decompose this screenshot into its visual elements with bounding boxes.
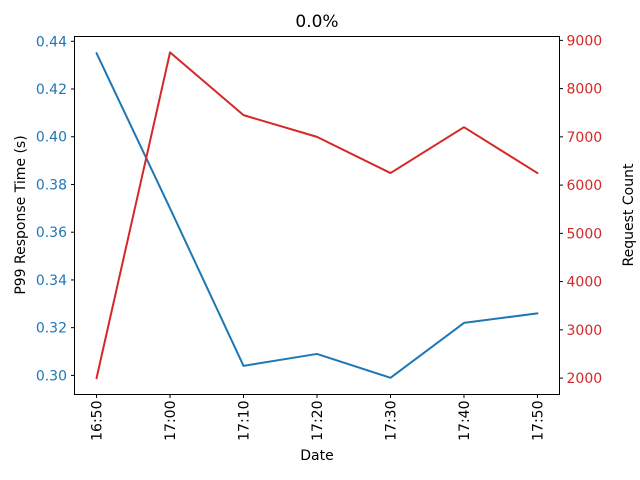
left-axis-tick-label: 0.44 (36, 34, 67, 50)
left-axis-tick-label: 0.30 (36, 368, 67, 384)
request-count-line (95, 51, 539, 380)
right-axis-tick-label: 9000 (567, 33, 603, 49)
x-axis-tick-label: 17:40 (457, 401, 473, 441)
left-axis-tick-label: 0.34 (36, 273, 67, 289)
x-axis-tick-label: 17:20 (310, 401, 326, 441)
x-axis-tick-label: 17:30 (383, 401, 399, 441)
right-axis-tick-label: 4000 (567, 275, 603, 291)
right-axis-tick-label: 5000 (567, 226, 603, 242)
left-axis-tick-label: 0.36 (36, 225, 67, 241)
right-y-axis-label: Request Count (621, 163, 637, 267)
x-axis-label: Date (300, 448, 334, 464)
right-axis-tick-label: 3000 (567, 323, 603, 339)
p99-response-time-s-line (95, 52, 539, 379)
left-axis-tick-label: 0.40 (36, 130, 67, 146)
right-axis-tick-label: 6000 (567, 178, 603, 194)
chart-title: 0.0% (295, 12, 339, 32)
right-axis-tick-label: 2000 (567, 371, 603, 387)
x-axis-tick-label: 17:00 (163, 401, 179, 441)
left-axis-tick-label: 0.42 (36, 82, 67, 98)
x-axis-tick-label: 17:50 (530, 401, 546, 441)
left-axis-tick-label: 0.38 (36, 177, 67, 193)
left-axis-tick-label: 0.32 (36, 321, 67, 337)
plot-border (74, 36, 560, 395)
right-axis-tick-label: 7000 (567, 130, 603, 146)
left-y-axis-label: P99 Response Time (s) (13, 135, 29, 295)
x-axis-tick-label: 16:50 (90, 401, 106, 441)
right-axis-tick-label: 8000 (567, 82, 603, 98)
x-axis-tick-label: 17:10 (237, 401, 253, 441)
